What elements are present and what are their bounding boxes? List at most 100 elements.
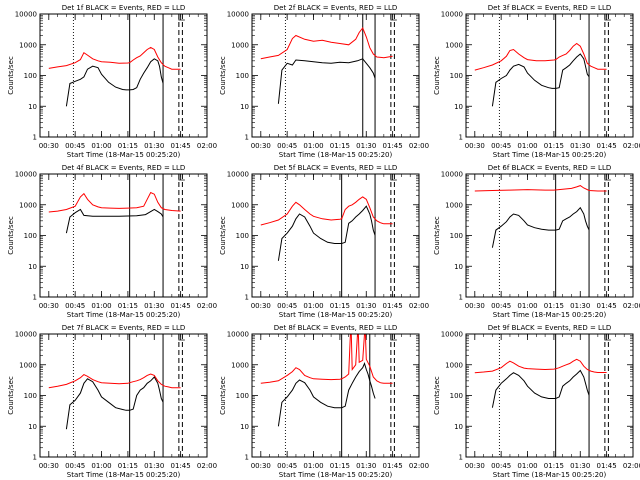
y-axis-label: Counts/sec — [7, 56, 15, 95]
panel-8: 1 10 100 1000 10000 00:30 00:45 01:00 01:15 01:30… — [219, 324, 429, 479]
corner-bracket — [390, 175, 397, 181]
x-tick-label: 01:00 — [517, 462, 537, 470]
x-tick-label: 01:45 — [171, 142, 191, 150]
x-tick-label: 01:45 — [597, 302, 617, 310]
y-tick-label: 100 — [24, 392, 37, 400]
y-axis-label: Counts/sec — [219, 376, 227, 415]
y-tick-label: 1000 — [231, 361, 249, 369]
corner-bracket — [390, 15, 397, 21]
panel-title: Det 7f BLACK = Events, RED = LLD — [62, 324, 185, 332]
x-tick-label: 00:45 — [65, 462, 85, 470]
y-tick-label: 10 — [28, 423, 37, 431]
corner-bracket — [604, 175, 611, 181]
panel-title: Det 1f BLACK = Events, RED = LLD — [62, 4, 185, 12]
x-tick-label: 02:00 — [409, 302, 429, 310]
y-tick-label: 100 — [236, 232, 249, 240]
plot-frame — [39, 333, 208, 458]
y-axis-label: Counts/sec — [433, 216, 441, 255]
y-tick-label: 100 — [24, 232, 37, 240]
x-tick-label: 01:00 — [303, 462, 323, 470]
y-tick-label: 1000 — [231, 201, 249, 209]
x-axis-label: Start Time (18-Mar-15 00:25:20) — [493, 311, 607, 319]
series-line-events — [491, 206, 590, 248]
x-tick-label: 01:30 — [356, 142, 376, 150]
y-tick-label: 10000 — [15, 171, 37, 179]
x-tick-label: 01:15 — [330, 142, 350, 150]
y-tick-label: 1 — [33, 134, 37, 142]
x-tick-label: 02:00 — [197, 462, 217, 470]
series-line-lld — [48, 373, 181, 389]
x-axis-label: Start Time (18-Mar-15 00:25:20) — [493, 471, 607, 479]
y-tick-label: 1 — [459, 454, 463, 462]
y-tick-label: 10000 — [227, 171, 249, 179]
series-line-lld — [260, 27, 393, 60]
y-tick-label: 1000 — [19, 41, 37, 49]
x-tick-label: 00:30 — [39, 142, 59, 150]
x-tick-label: 01:15 — [330, 302, 350, 310]
y-tick-label: 10 — [28, 103, 37, 111]
panel-3: 1 10 100 1000 10000 00:30 00:45 01:00 01:15 01:30… — [433, 4, 640, 159]
x-tick-label: 00:45 — [65, 142, 85, 150]
x-tick-label: 01:45 — [383, 302, 403, 310]
y-tick-label: 100 — [450, 232, 463, 240]
x-tick-label: 01:00 — [91, 142, 111, 150]
y-axis-label: Counts/sec — [433, 376, 441, 415]
corner-bracket — [178, 175, 185, 181]
y-tick-label: 10 — [240, 103, 249, 111]
panel-5: 1 10 100 1000 10000 00:30 00:45 01:00 01:15 01:30… — [219, 164, 429, 319]
y-tick-label: 100 — [24, 72, 37, 80]
x-tick-label: 00:30 — [251, 302, 271, 310]
x-tick-label: 00:45 — [491, 142, 511, 150]
series-line-lld — [48, 191, 181, 213]
series-line-events — [491, 53, 590, 107]
y-tick-label: 1 — [245, 134, 249, 142]
y-tick-label: 1000 — [445, 201, 463, 209]
x-axis-label: Start Time (18-Mar-15 00:25:20) — [279, 471, 393, 479]
panel-title: Det 5f BLACK = Events, RED = LLD — [274, 164, 397, 172]
x-tick-label: 00:45 — [277, 142, 297, 150]
y-tick-label: 1000 — [19, 361, 37, 369]
x-tick-label: 01:15 — [544, 142, 564, 150]
panel-6: 1 10 100 1000 10000 00:30 00:45 01:00 01:15 01:30… — [433, 164, 640, 319]
plot-frame — [465, 13, 634, 138]
panel-title: Det 6f BLACK = Events, RED = LLD — [488, 164, 611, 172]
series-line-events — [277, 58, 376, 104]
x-tick-label: 00:30 — [251, 142, 271, 150]
y-axis-label: Counts/sec — [219, 216, 227, 255]
x-tick-label: 01:15 — [118, 142, 138, 150]
x-tick-label: 00:30 — [465, 302, 485, 310]
plot-frame — [251, 333, 420, 458]
x-tick-label: 01:30 — [144, 462, 164, 470]
y-tick-label: 1000 — [445, 361, 463, 369]
series-line-lld — [474, 358, 607, 374]
plot-frame — [465, 173, 634, 298]
y-tick-label: 10 — [240, 263, 249, 271]
x-tick-label: 01:30 — [356, 462, 376, 470]
x-tick-label: 02:00 — [197, 142, 217, 150]
series-line-lld — [474, 185, 607, 192]
x-tick-label: 01:45 — [597, 462, 617, 470]
y-tick-label: 100 — [450, 392, 463, 400]
plot-frame — [39, 173, 208, 298]
x-tick-label: 02:00 — [623, 142, 640, 150]
y-axis-label: Counts/sec — [7, 216, 15, 255]
panel-2: 1 10 100 1000 10000 00:30 00:45 01:00 01:15 01:30… — [219, 4, 429, 159]
series-line-events — [65, 376, 164, 430]
x-tick-label: 01:45 — [383, 142, 403, 150]
y-tick-label: 1000 — [445, 41, 463, 49]
x-tick-label: 02:00 — [197, 302, 217, 310]
x-tick-label: 01:15 — [118, 462, 138, 470]
x-tick-label: 01:30 — [570, 302, 590, 310]
x-tick-label: 01:30 — [144, 302, 164, 310]
panel-4: 1 10 100 1000 10000 00:30 00:45 01:00 01:15 01:30… — [7, 164, 217, 319]
plot-frame — [251, 13, 420, 138]
plot-frame — [251, 173, 420, 298]
x-tick-label: 01:15 — [544, 462, 564, 470]
panel-title: Det 3f BLACK = Events, RED = LLD — [488, 4, 611, 12]
series-line-events — [65, 58, 164, 107]
x-axis-label: Start Time (18-Mar-15 00:25:20) — [67, 151, 181, 159]
x-tick-label: 01:00 — [303, 302, 323, 310]
x-tick-label: 00:45 — [491, 462, 511, 470]
x-tick-label: 01:45 — [171, 302, 191, 310]
